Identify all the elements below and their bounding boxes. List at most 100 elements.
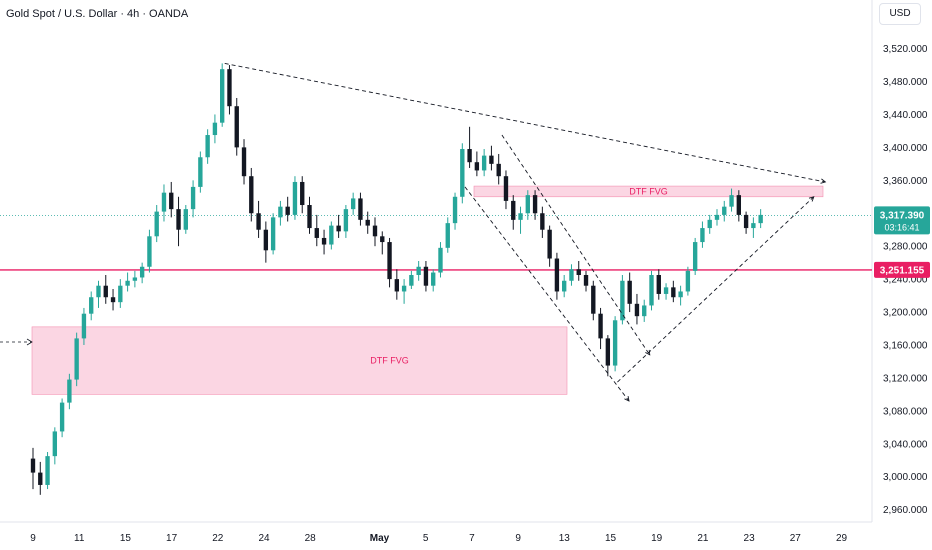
candle bbox=[707, 214, 712, 234]
candle bbox=[569, 264, 574, 286]
candle-body bbox=[503, 176, 509, 201]
candle bbox=[285, 196, 290, 222]
candle bbox=[190, 180, 196, 218]
candle-body bbox=[663, 287, 669, 294]
candle bbox=[605, 335, 611, 377]
candle-body bbox=[300, 181, 305, 206]
candle-body bbox=[183, 209, 188, 230]
candle-body bbox=[576, 269, 581, 275]
grid bbox=[0, 0, 873, 523]
currency-button[interactable]: USD bbox=[879, 3, 921, 25]
candle bbox=[642, 299, 647, 322]
symbol-title: Gold Spot / U.S. Dollar · 4h · OANDA bbox=[6, 8, 189, 20]
price-tick-label: 3,040.000 bbox=[883, 439, 928, 450]
candle-body bbox=[489, 155, 494, 164]
price-axis[interactable]: 3,520.000 3,480.000 3,440.000 3,400.000 3,36… bbox=[883, 44, 928, 516]
candle bbox=[74, 332, 79, 387]
time-tick-label: 5 bbox=[423, 533, 429, 544]
time-axis[interactable]: 9 11 15 17 22 24 28 May 5 7 9 13 15 19 21 23 27 29 bbox=[30, 533, 847, 544]
candle-body bbox=[525, 195, 530, 214]
candle-body bbox=[96, 285, 101, 298]
candle bbox=[416, 261, 421, 281]
candle bbox=[59, 398, 65, 438]
candle-body bbox=[678, 291, 683, 298]
candle bbox=[329, 221, 334, 250]
time-tick-label: 7 bbox=[469, 533, 475, 544]
candle-body bbox=[511, 200, 516, 220]
candle bbox=[598, 307, 603, 350]
candle-body bbox=[249, 176, 254, 214]
candle-body bbox=[671, 287, 676, 298]
candle-body bbox=[292, 181, 298, 215]
candle-body bbox=[598, 313, 603, 339]
price-tick-label: 3,120.000 bbox=[883, 373, 928, 384]
candle bbox=[751, 217, 756, 238]
candle bbox=[714, 209, 720, 226]
candle-body bbox=[751, 223, 756, 229]
price-tick-label: 2,960.000 bbox=[883, 505, 928, 516]
candle bbox=[489, 145, 494, 171]
time-tick-label: May bbox=[370, 533, 390, 544]
candle-body bbox=[132, 277, 138, 281]
fvg-zone bbox=[31, 326, 568, 395]
candle bbox=[525, 190, 530, 220]
candle-body bbox=[656, 275, 661, 294]
candle-body bbox=[452, 196, 458, 224]
trendline bbox=[617, 196, 815, 383]
candle bbox=[314, 214, 319, 247]
fvg-zones[interactable]: DTF FVG DTF FVG bbox=[31, 185, 824, 395]
candle-body bbox=[285, 206, 290, 215]
trendline bbox=[224, 62, 826, 183]
candle-body bbox=[103, 285, 108, 298]
candle-body bbox=[416, 266, 421, 275]
candle bbox=[30, 447, 36, 490]
candle bbox=[321, 229, 327, 255]
candle bbox=[300, 176, 305, 214]
price-tick-label: 3,360.000 bbox=[883, 176, 928, 187]
candle-body bbox=[169, 192, 174, 210]
candle-body bbox=[642, 305, 647, 317]
candle-body bbox=[350, 198, 356, 210]
candle bbox=[270, 213, 276, 255]
candle bbox=[198, 151, 203, 193]
candle-body bbox=[81, 313, 87, 339]
candle-body bbox=[729, 195, 734, 207]
candle-body bbox=[394, 279, 400, 292]
time-tick-label: 13 bbox=[559, 533, 571, 544]
candle bbox=[147, 229, 152, 273]
time-tick-label: 9 bbox=[515, 533, 521, 544]
candle bbox=[423, 261, 429, 292]
fvg-zone-label: DTF FVG bbox=[370, 356, 409, 366]
candle bbox=[729, 188, 734, 212]
time-tick-label: 9 bbox=[30, 533, 36, 544]
candle-body bbox=[59, 402, 65, 432]
candle-body bbox=[707, 219, 712, 229]
candle-body bbox=[387, 242, 392, 280]
current-price-label: 3,317.390 bbox=[880, 210, 925, 221]
candle-body bbox=[234, 106, 239, 148]
candle bbox=[576, 261, 581, 281]
candle bbox=[700, 221, 705, 248]
candle bbox=[241, 139, 247, 185]
candle-body bbox=[154, 211, 159, 237]
candle-body bbox=[722, 206, 727, 215]
candle bbox=[460, 143, 465, 204]
candle-body bbox=[139, 266, 145, 278]
candle-body bbox=[736, 195, 742, 215]
candle bbox=[532, 190, 538, 220]
candle bbox=[139, 262, 145, 284]
candle bbox=[343, 205, 349, 238]
candle-body bbox=[583, 275, 589, 286]
candle bbox=[110, 288, 116, 311]
trendlines[interactable] bbox=[224, 62, 827, 402]
trendline bbox=[501, 134, 651, 356]
candle-body bbox=[147, 236, 152, 267]
candle-body bbox=[562, 280, 567, 292]
candle bbox=[663, 283, 669, 300]
candle bbox=[758, 209, 763, 229]
candle bbox=[401, 279, 407, 304]
fvg-zone bbox=[473, 185, 824, 198]
horizontal-lines[interactable] bbox=[0, 214, 872, 346]
candle-body bbox=[496, 163, 501, 177]
